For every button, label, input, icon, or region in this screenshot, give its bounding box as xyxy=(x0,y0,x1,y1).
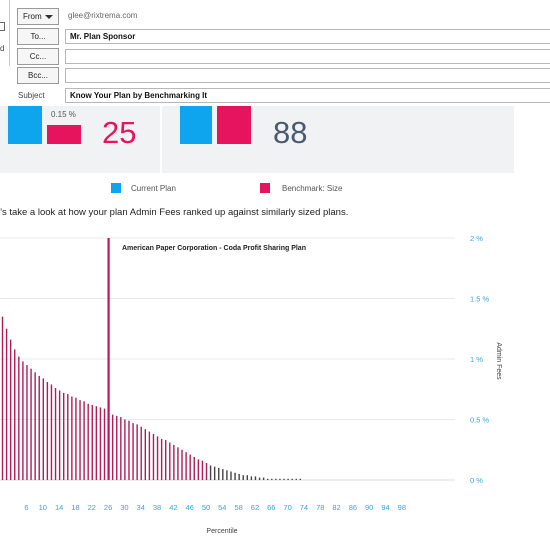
summary-card-right xyxy=(162,106,514,173)
y-tick-label: 1 % xyxy=(470,355,483,364)
subject-label: Subject xyxy=(18,91,45,100)
chevron-down-icon xyxy=(45,15,53,19)
x-tick-label: 22 xyxy=(88,503,96,512)
benchmark-bar-left xyxy=(47,125,81,144)
x-tick-label: 42 xyxy=(169,503,177,512)
x-axis-label: Percentile xyxy=(206,528,237,535)
send-label: d xyxy=(0,44,4,53)
x-tick-label: 26 xyxy=(104,503,112,512)
from-email: glee@rixtrema.com xyxy=(68,11,138,20)
x-tick-label: 34 xyxy=(137,503,145,512)
y-tick-label: 0 % xyxy=(470,476,483,485)
x-tick-label: 90 xyxy=(365,503,373,512)
x-tick-label: 74 xyxy=(300,503,308,512)
x-tick-label: 94 xyxy=(381,503,389,512)
legend-current-plan-label: Current Plan xyxy=(131,184,176,193)
chart-annotation: American Paper Corporation - Coda Profit… xyxy=(122,245,306,252)
x-tick-label: 14 xyxy=(55,503,63,512)
bcc-field[interactable] xyxy=(65,68,550,83)
x-tick-label: 58 xyxy=(234,503,242,512)
cc-button[interactable]: Cc... xyxy=(17,48,59,65)
x-tick-label: 18 xyxy=(71,503,79,512)
x-tick-label: 98 xyxy=(398,503,406,512)
y-tick-label: 2 % xyxy=(470,234,483,243)
y-tick-labels: 0 % 0.5 % 1 % 1.5 % 2 % xyxy=(470,234,490,485)
x-tick-label: 86 xyxy=(349,503,357,512)
y-tick-label: 1.5 % xyxy=(470,295,490,304)
current-plan-bar-left xyxy=(8,106,42,144)
left-big-number: 25 xyxy=(102,115,137,150)
x-tick-label: 38 xyxy=(153,503,161,512)
x-tick-label: 62 xyxy=(251,503,259,512)
from-label: From xyxy=(23,12,42,21)
x-tick-label: 46 xyxy=(186,503,194,512)
legend-swatch-blue xyxy=(111,183,121,193)
benchmark-bar-right xyxy=(217,106,251,144)
legend-swatch-pink xyxy=(260,183,270,193)
bcc-button[interactable]: Bcc... xyxy=(17,67,59,84)
subject-field[interactable]: Know Your Plan by Benchmarking It xyxy=(65,88,550,103)
x-tick-label: 82 xyxy=(332,503,340,512)
to-button[interactable]: To... xyxy=(17,28,59,45)
cc-field[interactable] xyxy=(65,49,550,64)
x-tick-label: 78 xyxy=(316,503,324,512)
x-tick-labels: 6 10 14 18 22 26 30 34 38 42 46 50 54 58 62 66 70 74 78 82 8… xyxy=(24,503,406,512)
to-field[interactable]: Mr. Plan Sponsor xyxy=(65,29,550,44)
y-axis-label: Admin Fees xyxy=(495,342,502,380)
x-tick-label: 30 xyxy=(120,503,128,512)
legend-benchmark-label: Benchmark: Size xyxy=(282,184,343,193)
x-tick-label: 10 xyxy=(39,503,47,512)
y-tick-label: 0.5 % xyxy=(470,416,490,425)
current-plan-bar-right xyxy=(180,106,212,144)
admin-fees-chart: American Paper Corporation - Coda Profit… xyxy=(0,234,502,535)
x-tick-label: 6 xyxy=(24,503,28,512)
right-big-number: 88 xyxy=(273,115,308,150)
from-button[interactable]: From xyxy=(17,8,59,25)
x-tick-label: 54 xyxy=(218,503,226,512)
chart-bars xyxy=(1,316,302,480)
send-icon xyxy=(0,22,5,31)
x-tick-label: 50 xyxy=(202,503,210,512)
x-tick-label: 70 xyxy=(283,503,291,512)
x-tick-label: 66 xyxy=(267,503,275,512)
send-button[interactable]: d xyxy=(0,0,10,66)
intro-text: ’s take a look at how your plan Admin Fe… xyxy=(0,207,349,218)
left-small-value: 0.15 % xyxy=(51,110,76,119)
